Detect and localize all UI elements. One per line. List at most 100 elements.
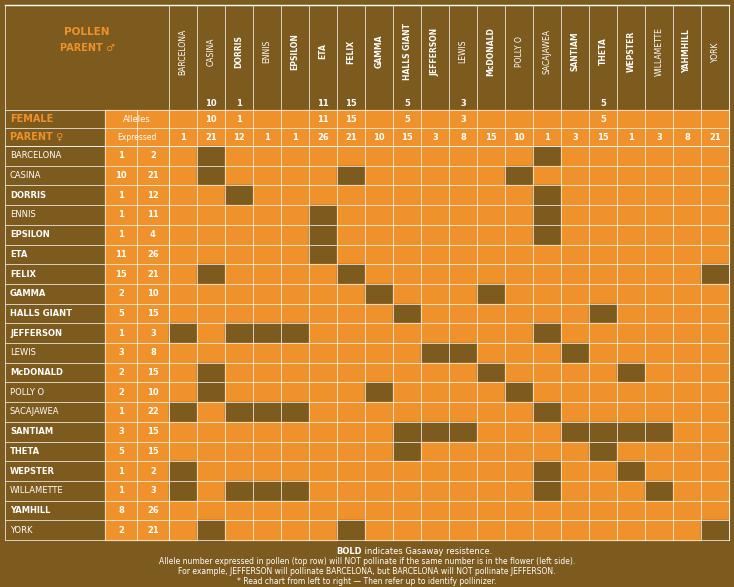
- Bar: [105, 343, 137, 363]
- Bar: [137, 264, 169, 284]
- Bar: [197, 343, 225, 363]
- Bar: [421, 264, 449, 284]
- Text: HALLS GIANT: HALLS GIANT: [402, 23, 412, 80]
- Bar: [137, 461, 169, 481]
- Bar: [449, 146, 477, 166]
- Bar: [253, 185, 281, 205]
- Bar: [225, 382, 253, 402]
- Bar: [197, 382, 225, 402]
- Text: EPSILON: EPSILON: [291, 33, 299, 70]
- Bar: [281, 128, 309, 146]
- Bar: [589, 343, 617, 363]
- Text: 1: 1: [118, 151, 124, 160]
- Bar: [533, 461, 561, 481]
- Bar: [309, 501, 337, 520]
- Bar: [701, 166, 729, 185]
- Text: 21: 21: [709, 133, 721, 141]
- Bar: [421, 422, 449, 441]
- Text: For example, JEFFERSON will pollinate BARCELONA, but BARCELONA will NOT pollinat: For example, JEFFERSON will pollinate BA…: [178, 568, 556, 576]
- Bar: [281, 363, 309, 382]
- Bar: [253, 343, 281, 363]
- Text: 3: 3: [460, 114, 466, 123]
- Text: 3: 3: [150, 486, 156, 495]
- Bar: [561, 225, 589, 245]
- Bar: [645, 481, 673, 501]
- Text: 10: 10: [148, 388, 159, 397]
- Bar: [281, 422, 309, 441]
- Bar: [449, 128, 477, 146]
- Bar: [253, 441, 281, 461]
- Bar: [449, 481, 477, 501]
- Bar: [393, 382, 421, 402]
- Bar: [421, 363, 449, 382]
- Bar: [197, 128, 225, 146]
- Text: 1: 1: [292, 133, 298, 141]
- Bar: [533, 520, 561, 540]
- Bar: [105, 146, 137, 166]
- Text: Allele number expressed in pollen (top row) will NOT pollinate if the same numbe: Allele number expressed in pollen (top r…: [159, 558, 575, 566]
- Bar: [701, 5, 729, 110]
- Bar: [561, 284, 589, 303]
- Text: 11: 11: [317, 100, 329, 109]
- Bar: [617, 128, 645, 146]
- Bar: [673, 461, 701, 481]
- Bar: [225, 225, 253, 245]
- Bar: [589, 245, 617, 264]
- Bar: [673, 5, 701, 110]
- Bar: [105, 441, 137, 461]
- Text: 1: 1: [236, 100, 242, 109]
- Bar: [281, 501, 309, 520]
- Text: 5: 5: [118, 309, 124, 318]
- Text: SANTIAM: SANTIAM: [10, 427, 53, 436]
- Bar: [225, 128, 253, 146]
- Bar: [281, 481, 309, 501]
- Bar: [645, 343, 673, 363]
- Bar: [477, 461, 505, 481]
- Bar: [225, 481, 253, 501]
- Bar: [505, 382, 533, 402]
- Text: YORK: YORK: [10, 525, 32, 535]
- Bar: [673, 128, 701, 146]
- Bar: [281, 185, 309, 205]
- Bar: [701, 284, 729, 303]
- Bar: [337, 481, 365, 501]
- Bar: [617, 343, 645, 363]
- Text: 3: 3: [118, 427, 124, 436]
- Text: 3: 3: [572, 133, 578, 141]
- Text: 3: 3: [656, 133, 662, 141]
- Bar: [253, 284, 281, 303]
- Bar: [477, 264, 505, 284]
- Bar: [365, 501, 393, 520]
- Bar: [197, 303, 225, 323]
- Bar: [105, 481, 137, 501]
- Bar: [253, 245, 281, 264]
- Bar: [105, 461, 137, 481]
- Text: BARCELONA: BARCELONA: [10, 151, 62, 160]
- Bar: [393, 146, 421, 166]
- Bar: [449, 110, 477, 128]
- Bar: [105, 264, 137, 284]
- Bar: [337, 323, 365, 343]
- Bar: [337, 185, 365, 205]
- Text: 1: 1: [236, 114, 242, 123]
- Bar: [281, 225, 309, 245]
- Bar: [477, 323, 505, 343]
- Bar: [393, 441, 421, 461]
- Bar: [281, 146, 309, 166]
- Text: GAMMA: GAMMA: [10, 289, 46, 298]
- Bar: [5, 146, 105, 166]
- Bar: [393, 501, 421, 520]
- Bar: [617, 185, 645, 205]
- Bar: [337, 382, 365, 402]
- Bar: [197, 501, 225, 520]
- Bar: [589, 520, 617, 540]
- Text: 10: 10: [373, 133, 385, 141]
- Bar: [5, 166, 105, 185]
- Bar: [169, 303, 197, 323]
- Bar: [421, 441, 449, 461]
- Text: PARENT ♀: PARENT ♀: [10, 132, 63, 142]
- Bar: [645, 245, 673, 264]
- Bar: [477, 5, 505, 110]
- Text: WILLAMETTE: WILLAMETTE: [10, 486, 64, 495]
- Bar: [533, 245, 561, 264]
